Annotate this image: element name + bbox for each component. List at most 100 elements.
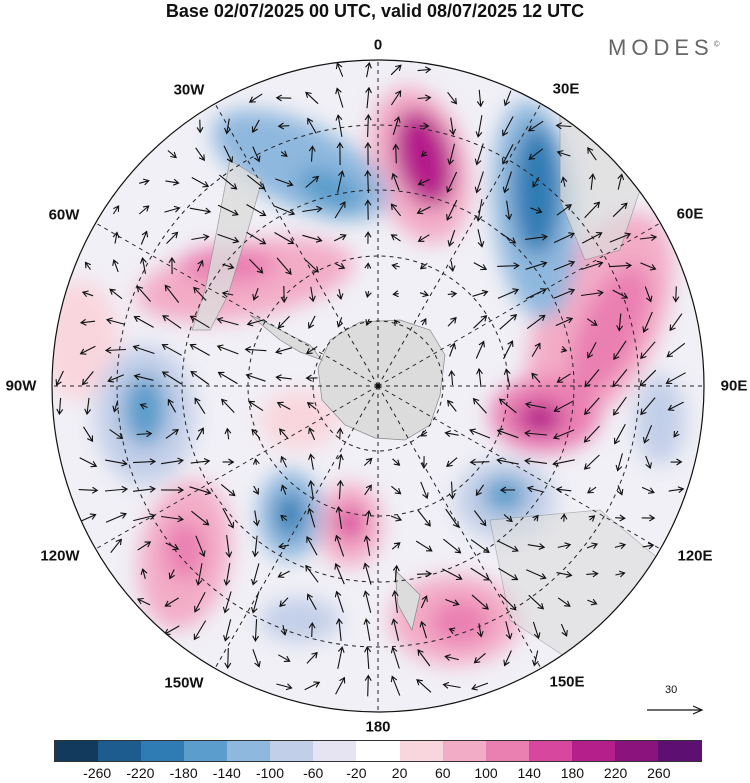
wind-arrow — [280, 484, 288, 495]
colorbar-swatch — [184, 741, 228, 761]
wind-arrow — [248, 93, 263, 103]
wind-arrow — [364, 169, 372, 194]
wind-arrow — [524, 457, 547, 465]
wind-arrow — [446, 199, 458, 221]
wind-arrow — [280, 285, 288, 304]
wind-arrow — [500, 232, 517, 244]
wind-arrow — [161, 457, 184, 465]
wind-arrow — [246, 204, 267, 217]
wind-arrow — [335, 62, 344, 77]
wind-arrow — [305, 346, 318, 354]
anomaly-positive — [260, 390, 340, 450]
wind-arrow — [666, 342, 686, 358]
wind-arrow — [191, 177, 210, 188]
wind-arrow — [84, 261, 92, 270]
wind-arrow — [247, 174, 266, 190]
wind-arrow — [473, 262, 488, 271]
wind-arrow — [503, 650, 512, 667]
wind-arrow — [191, 233, 210, 241]
wind-arrow — [104, 485, 129, 493]
wind-arrow — [280, 455, 287, 468]
wind-arrow — [278, 654, 291, 662]
colorbar-tick-label: 20 — [391, 765, 408, 781]
wind-arrow — [613, 424, 626, 445]
lon-label-0: 0 — [373, 36, 383, 54]
wind-arrow — [528, 148, 544, 160]
wind-arrow — [308, 286, 316, 303]
wind-arrow — [505, 200, 513, 221]
wind-arrow — [668, 486, 685, 494]
colorbar-swatch — [98, 741, 142, 761]
wind-arrow — [526, 485, 545, 493]
wind-arrow — [391, 485, 402, 495]
wind-arrow — [497, 262, 520, 270]
colorbar-ticks: -260 -220 -180 -140 -100 -60 -20 20 60 100 140 180 2… — [0, 765, 750, 783]
wind-arrow — [166, 231, 179, 244]
wind-arrow — [390, 64, 402, 76]
wind-arrow — [139, 178, 150, 186]
wind-arrow — [194, 397, 206, 414]
wind-arrow — [112, 205, 120, 215]
colorbar-tick-label: -180 — [169, 765, 198, 781]
wind-arrow — [419, 262, 428, 270]
wind-arrow — [503, 368, 511, 387]
wind-arrow — [471, 594, 489, 610]
wind-arrow — [112, 259, 119, 273]
wind-arrow — [193, 286, 207, 301]
colorbar-swatch — [227, 741, 271, 761]
wind-arrow — [502, 171, 513, 194]
wind-arrow — [337, 170, 345, 193]
wind-arrow — [335, 114, 343, 137]
wind-arrow — [336, 479, 344, 500]
wind-arrow — [616, 485, 624, 496]
wind-arrow — [390, 675, 401, 696]
wind-arrow — [588, 173, 596, 190]
wind-arrow — [419, 122, 430, 130]
wind-arrow — [302, 205, 323, 213]
wind-arrow — [364, 113, 372, 138]
wind-arrow — [447, 91, 458, 105]
wind-arrow — [83, 426, 94, 443]
wind-arrow — [642, 542, 655, 550]
wind-arrow — [532, 621, 541, 640]
wind-arrow — [308, 453, 315, 470]
wind-arrow — [306, 402, 317, 410]
wind-arrow — [55, 370, 64, 386]
wind-arrow — [392, 116, 401, 135]
wind-arrow — [253, 510, 260, 527]
wind-arrow — [165, 178, 180, 186]
wind-arrow — [306, 535, 318, 556]
wind-arrow — [560, 513, 568, 522]
wind-arrow — [640, 262, 657, 271]
wind-arrow — [365, 318, 372, 326]
wind-arrow — [553, 288, 576, 299]
wind-arrow — [475, 484, 485, 497]
wind-arrow — [277, 122, 290, 130]
wind-arrow — [161, 343, 182, 356]
wind-arrow — [499, 313, 518, 330]
colorbar-swatch — [614, 741, 658, 761]
wind-arrow — [448, 627, 456, 635]
wind-arrow — [364, 645, 372, 670]
wind-arrow — [470, 567, 491, 581]
lon-label-90w: 90W — [5, 377, 37, 395]
wind-arrow — [475, 340, 485, 359]
wind-arrow — [308, 427, 316, 441]
wind-arrow — [673, 430, 680, 438]
lon-label-120w: 120W — [40, 547, 80, 565]
colorbar-swatch — [657, 741, 701, 761]
wind-arrow — [216, 344, 239, 355]
wind-arrow — [224, 118, 231, 135]
wind-arrow — [363, 590, 372, 613]
wind-vectors — [55, 61, 686, 697]
anomaly-negative — [635, 375, 685, 465]
wind-arrow — [532, 176, 540, 188]
wind-arrow — [557, 542, 572, 549]
colorbar-tick-label: 220 — [603, 765, 628, 781]
wind-arrow — [581, 260, 604, 270]
wind-arrow — [196, 427, 204, 441]
wind-arrow — [498, 398, 517, 414]
colorbar-swatch — [270, 741, 314, 761]
lon-label-120e: 120E — [677, 547, 713, 565]
wind-arrow — [553, 232, 575, 244]
